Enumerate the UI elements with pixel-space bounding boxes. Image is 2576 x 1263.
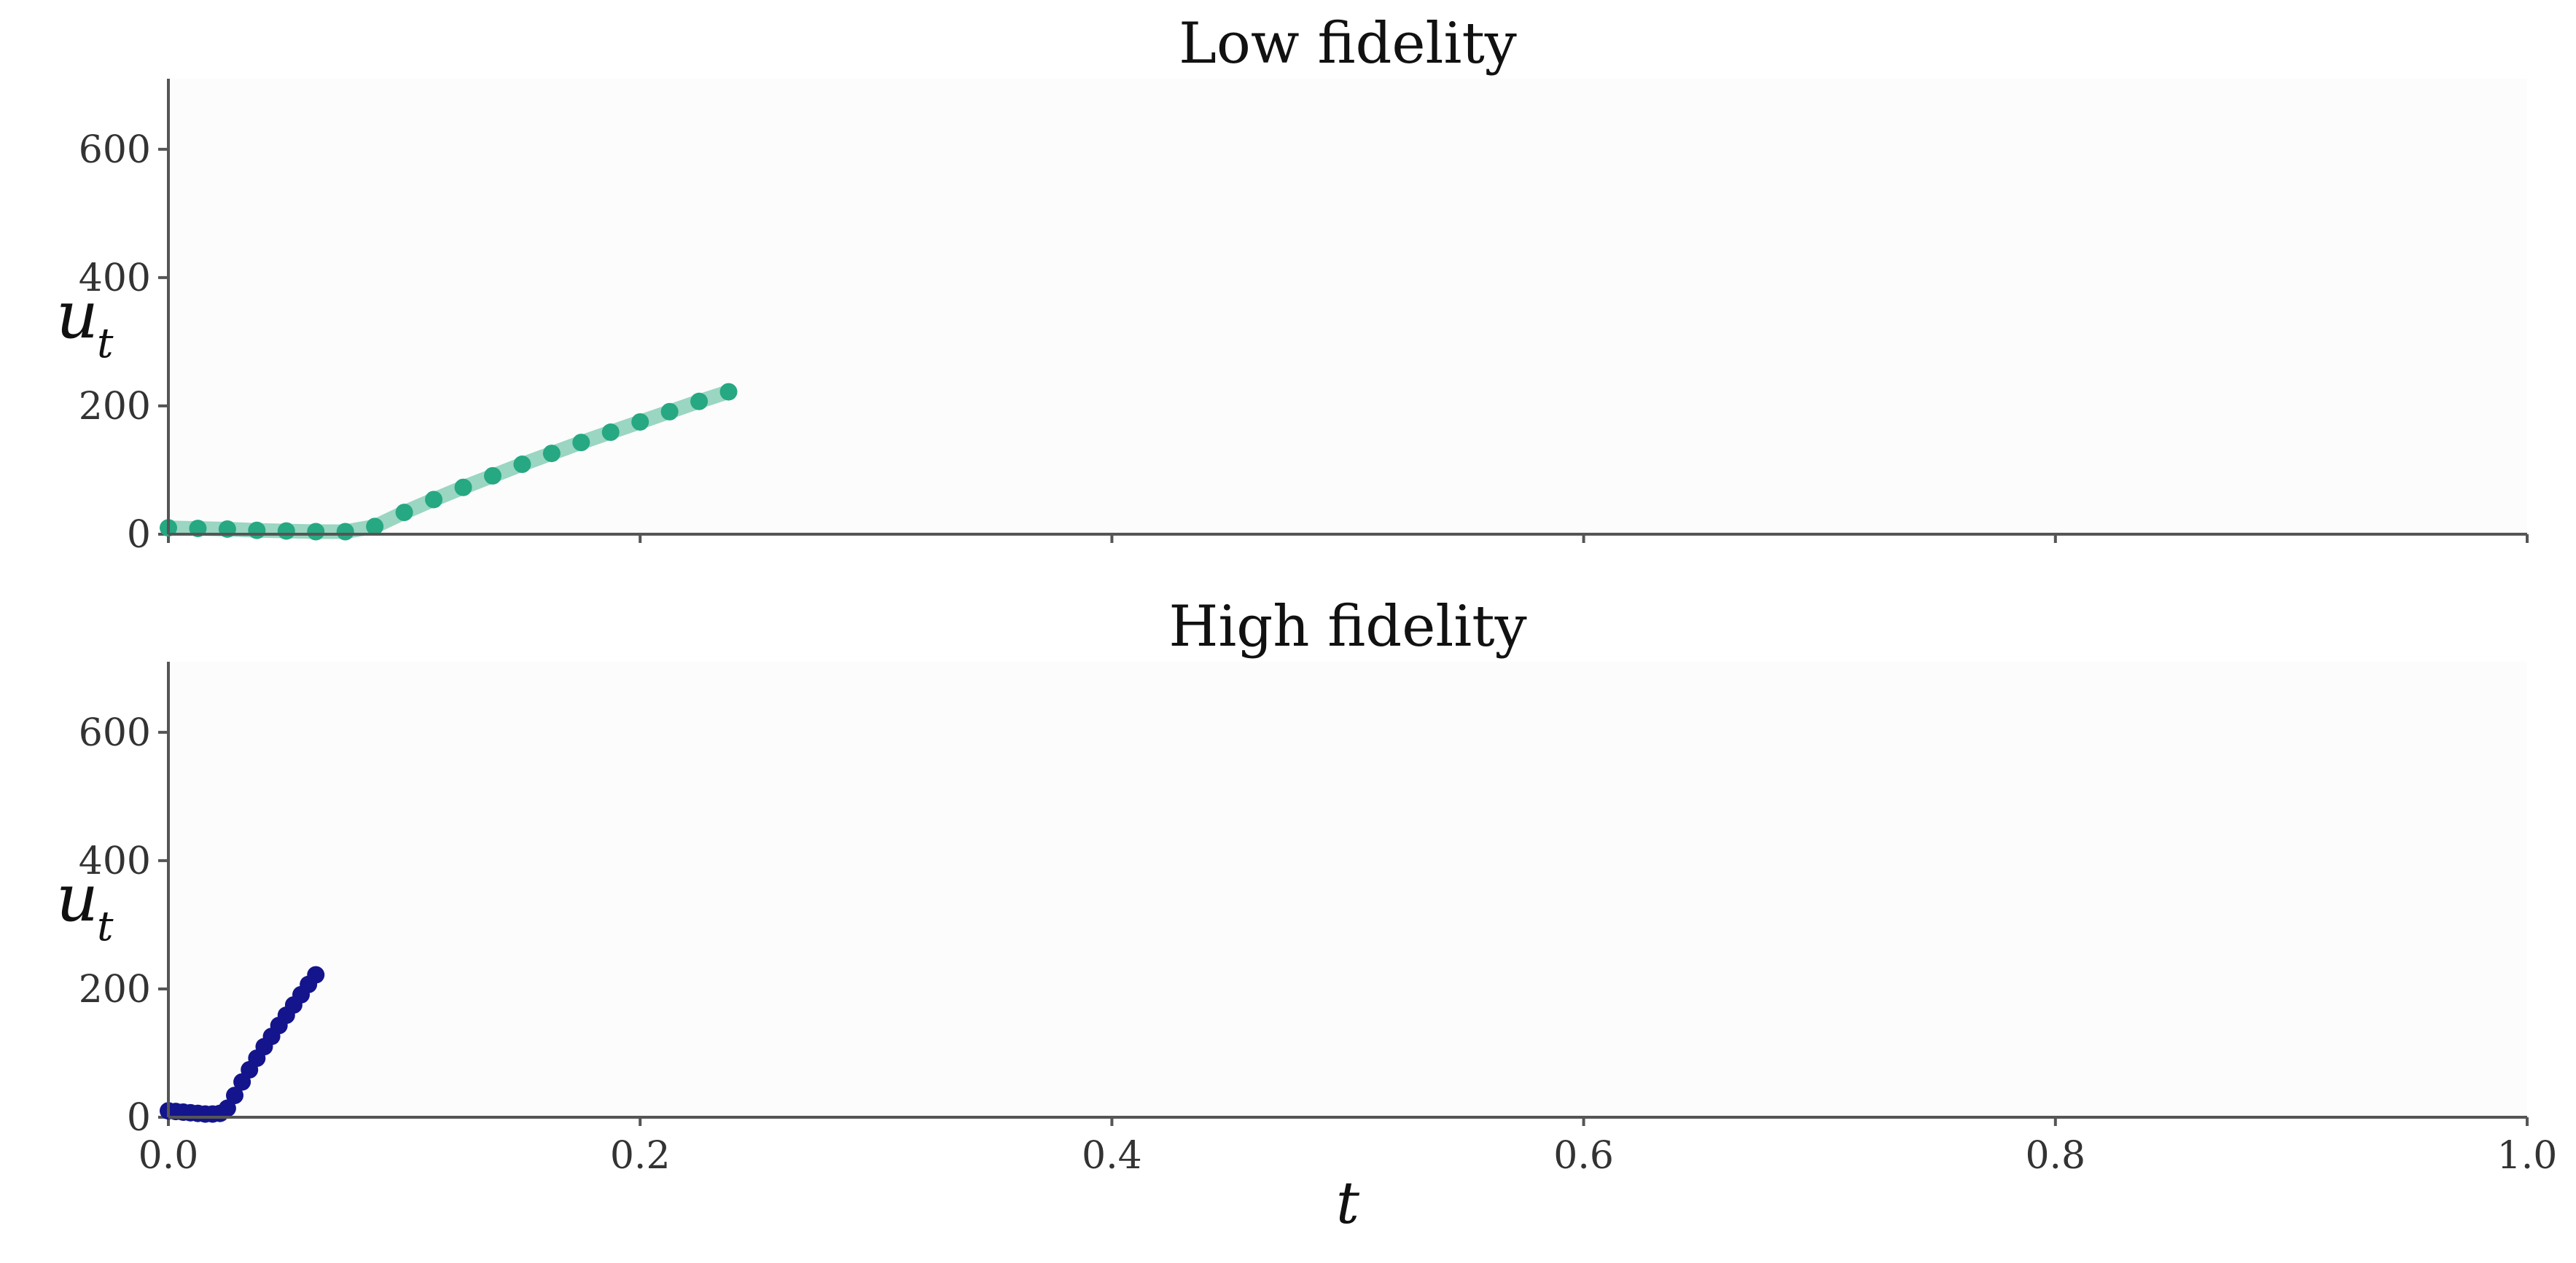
x-tick-label: 0.6	[1553, 1134, 1614, 1178]
plot-area	[168, 79, 2527, 534]
x-tick-label: 0.4	[1082, 1134, 1142, 1178]
y-tick-label: 0	[127, 1096, 151, 1140]
y-tick-label: 400	[79, 257, 151, 300]
plot-title: Low fidelity	[1179, 11, 1517, 77]
x-tick-label: 1.0	[2497, 1134, 2558, 1178]
data-point	[513, 455, 531, 474]
y-axis-label-main: u	[56, 277, 98, 353]
y-axis-label-sub: t	[97, 320, 114, 367]
x-axis-label: t	[1336, 1169, 1360, 1237]
x-tick-label: 0.0	[138, 1134, 199, 1178]
data-point	[690, 392, 709, 410]
data-point	[366, 517, 384, 536]
y-tick-label: 600	[79, 711, 151, 755]
y-axis-label: u t	[56, 860, 114, 950]
data-point	[542, 445, 561, 463]
data-point	[601, 423, 620, 442]
data-point	[425, 490, 443, 509]
data-point	[307, 966, 325, 984]
panel-low-fidelity: Low fidelity u t 0 200 400 600	[56, 11, 2529, 557]
y-axis-label: u t	[56, 277, 114, 367]
y-tick-label: 600	[79, 128, 151, 172]
y-axis-label-main: u	[56, 860, 98, 937]
data-point	[631, 412, 649, 431]
data-point	[248, 521, 266, 539]
data-point	[454, 478, 472, 496]
y-ticks: 0 200 400 600	[79, 128, 168, 557]
y-axis-label-sub: t	[97, 903, 114, 950]
data-point	[660, 402, 679, 421]
data-point	[483, 466, 501, 485]
x-tick-label: 0.2	[610, 1134, 671, 1178]
y-ticks: 0 200 400 600	[79, 711, 168, 1140]
data-point	[218, 1099, 236, 1117]
plot-area	[168, 662, 2527, 1117]
data-point	[719, 383, 738, 401]
data-point	[572, 434, 590, 452]
y-tick-label: 200	[79, 385, 151, 429]
data-point	[336, 523, 354, 541]
y-tick-label: 400	[79, 840, 151, 883]
data-point	[395, 504, 413, 522]
x-tick-label: 0.8	[2025, 1134, 2085, 1178]
plot-title: High fidelity	[1168, 594, 1526, 660]
data-point	[277, 522, 295, 540]
data-point	[226, 1087, 244, 1105]
y-tick-label: 0	[127, 513, 151, 557]
y-tick-label: 200	[79, 968, 151, 1012]
data-point	[307, 523, 325, 541]
x-ticks: 0.0 0.2 0.4 0.6 0.8 1.0	[138, 1117, 2558, 1178]
